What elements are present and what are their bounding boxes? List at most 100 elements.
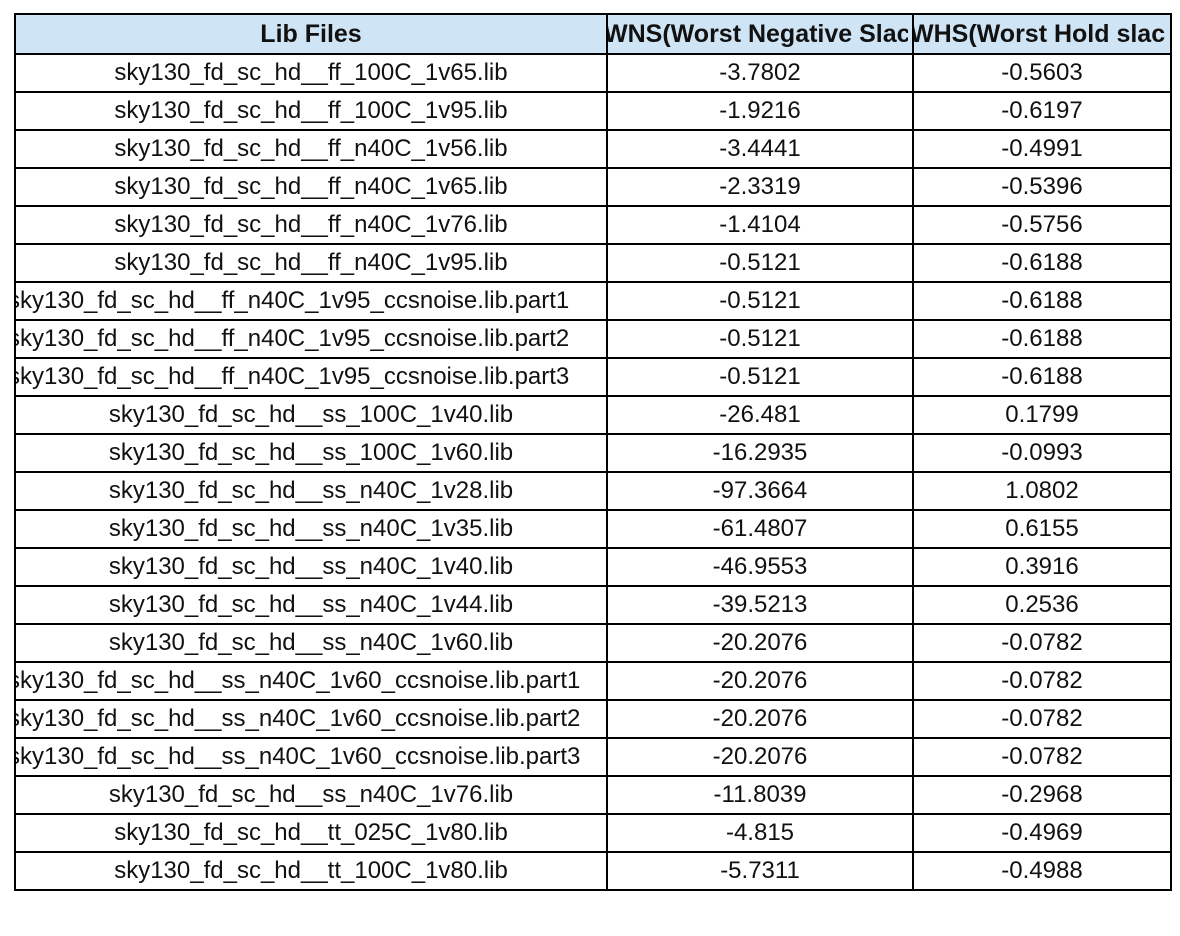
cell-wns-value[interactable]: -4.815 xyxy=(606,813,914,853)
cell-lib-file[interactable]: sky130_fd_sc_hd__ff_n40C_1v95.lib xyxy=(14,243,608,283)
cell-text: -3.7802 xyxy=(719,59,801,86)
cell-wns-value[interactable]: -1.4104 xyxy=(606,205,914,245)
cell-lib-file[interactable]: sky130_fd_sc_hd__ss_n40C_1v44.lib xyxy=(14,585,608,625)
table-row: sky130_fd_sc_hd__tt_025C_1v80.lib -4.815 -… xyxy=(14,813,1172,853)
cell-text: -5.7311 xyxy=(720,857,800,884)
cell-lib-file[interactable]: sky130_fd_sc_hd__ff_n40C_1v56.lib xyxy=(14,129,608,169)
cell-wns-value[interactable]: -5.7311 xyxy=(606,851,914,891)
cell-wns-value[interactable]: -0.5121 xyxy=(606,243,914,283)
cell-lib-file[interactable]: sky130_fd_sc_hd__ss_n40C_1v35.lib xyxy=(14,509,608,549)
cell-lib-file[interactable]: sky130_fd_sc_hd__ss_n40C_1v40.lib xyxy=(14,547,608,587)
table-row: sky130_fd_sc_hd__ss_n40C_1v44.lib -39.521… xyxy=(14,585,1172,625)
cell-text: -0.6188 xyxy=(1001,363,1083,390)
cell-lib-file[interactable]: sky130_fd_sc_hd__ss_n40C_1v28.lib xyxy=(14,471,608,511)
cell-lib-file[interactable]: sky130_fd_sc_hd__ff_100C_1v65.lib xyxy=(14,53,608,93)
cell-text: -0.5121 xyxy=(719,363,801,390)
cell-whs-value[interactable]: -0.5396 xyxy=(912,167,1172,207)
cell-wns-value[interactable]: -2.3319 xyxy=(606,167,914,207)
cell-text: -0.0782 xyxy=(1001,629,1083,656)
cell-whs-value[interactable]: 0.3916 xyxy=(912,547,1172,587)
cell-whs-value[interactable]: -0.4969 xyxy=(912,813,1172,853)
cell-whs-value[interactable]: -0.6197 xyxy=(912,91,1172,131)
cell-whs-value[interactable]: -0.2968 xyxy=(912,775,1172,815)
table-row: sky130_fd_sc_hd__ff_n40C_1v76.lib -1.4104… xyxy=(14,205,1172,245)
cell-text: -0.5121 xyxy=(719,249,801,276)
table-row: sky130_fd_sc_hd__ff_n40C_1v95.lib -0.5121… xyxy=(14,243,1172,283)
cell-wns-value[interactable]: -39.5213 xyxy=(606,585,914,625)
cell-wns-value[interactable]: -26.481 xyxy=(606,395,914,435)
cell-whs-value[interactable]: -0.6188 xyxy=(912,243,1172,283)
cell-text: sky130_fd_sc_hd__ss_n40C_1v35.lib xyxy=(108,515,514,542)
cell-wns-value[interactable]: -20.2076 xyxy=(606,737,914,777)
cell-lib-file[interactable]: sky130_fd_sc_hd__ff_n40C_1v65.lib xyxy=(14,167,608,207)
table-row: sky130_fd_sc_hd__ss_n40C_1v60.lib -20.207… xyxy=(14,623,1172,663)
cell-text: -16.2935 xyxy=(712,439,808,466)
cell-lib-file[interactable]: sky130_fd_sc_hd__ff_n40C_1v76.lib xyxy=(14,205,608,245)
cell-wns-value[interactable]: -46.9553 xyxy=(606,547,914,587)
header-cell-lib-files[interactable]: Lib Files xyxy=(14,13,608,55)
cell-wns-value[interactable]: -20.2076 xyxy=(606,623,914,663)
cell-whs-value[interactable]: -0.0782 xyxy=(912,661,1172,701)
cell-text: -61.4807 xyxy=(712,515,808,542)
cell-lib-file[interactable]: sky130_fd_sc_hd__ff_n40C_1v95_ccsnoise.l… xyxy=(14,281,608,321)
cell-wns-value[interactable]: -20.2076 xyxy=(606,661,914,701)
cell-wns-value[interactable]: -1.9216 xyxy=(606,91,914,131)
cell-whs-value[interactable]: 0.1799 xyxy=(912,395,1172,435)
cell-wns-value[interactable]: -0.5121 xyxy=(606,319,914,359)
cell-wns-value[interactable]: -0.5121 xyxy=(606,281,914,321)
cell-whs-value[interactable]: -0.0782 xyxy=(912,737,1172,777)
cell-text: -0.4969 xyxy=(1001,819,1083,846)
table-row: sky130_fd_sc_hd__ss_n40C_1v35.lib -61.480… xyxy=(14,509,1172,549)
cell-lib-file[interactable]: sky130_fd_sc_hd__ss_n40C_1v60_ccsnoise.l… xyxy=(14,737,608,777)
cell-text: -0.5121 xyxy=(719,287,801,314)
cell-wns-value[interactable]: -61.4807 xyxy=(606,509,914,549)
cell-lib-file[interactable]: sky130_fd_sc_hd__ss_n40C_1v60.lib xyxy=(14,623,608,663)
cell-wns-value[interactable]: -3.4441 xyxy=(606,129,914,169)
table-body: sky130_fd_sc_hd__ff_100C_1v65.lib -3.7802… xyxy=(14,53,1172,891)
cell-lib-file[interactable]: sky130_fd_sc_hd__tt_025C_1v80.lib xyxy=(14,813,608,853)
cell-lib-file[interactable]: sky130_fd_sc_hd__ff_100C_1v95.lib xyxy=(14,91,608,131)
header-cell-wns[interactable]: WNS(Worst Negative Slack) xyxy=(606,13,914,55)
cell-whs-value[interactable]: 1.0802 xyxy=(912,471,1172,511)
cell-whs-value[interactable]: -0.0782 xyxy=(912,623,1172,663)
cell-wns-value[interactable]: -3.7802 xyxy=(606,53,914,93)
cell-whs-value[interactable]: -0.5603 xyxy=(912,53,1172,93)
cell-lib-file[interactable]: sky130_fd_sc_hd__ff_n40C_1v95_ccsnoise.l… xyxy=(14,319,608,359)
cell-text: -0.0782 xyxy=(1001,743,1083,770)
cell-text: -3.4441 xyxy=(719,135,801,162)
cell-text: -0.0993 xyxy=(1001,439,1083,466)
cell-wns-value[interactable]: -97.3664 xyxy=(606,471,914,511)
cell-text: sky130_fd_sc_hd__tt_025C_1v80.lib xyxy=(114,819,508,846)
cell-lib-file[interactable]: sky130_fd_sc_hd__ss_n40C_1v60_ccsnoise.l… xyxy=(14,661,608,701)
cell-text: -0.6188 xyxy=(1001,287,1083,314)
header-label: Lib Files xyxy=(260,20,362,48)
table-row: sky130_fd_sc_hd__ss_100C_1v40.lib -26.481… xyxy=(14,395,1172,435)
cell-lib-file[interactable]: sky130_fd_sc_hd__ss_n40C_1v60_ccsnoise.l… xyxy=(14,699,608,739)
cell-whs-value[interactable]: -0.0993 xyxy=(912,433,1172,473)
cell-whs-value[interactable]: -0.4991 xyxy=(912,129,1172,169)
cell-text: -0.2968 xyxy=(1001,781,1083,808)
cell-whs-value[interactable]: -0.6188 xyxy=(912,281,1172,321)
cell-lib-file[interactable]: sky130_fd_sc_hd__ss_100C_1v60.lib xyxy=(14,433,608,473)
cell-lib-file[interactable]: sky130_fd_sc_hd__ss_n40C_1v76.lib xyxy=(14,775,608,815)
cell-lib-file[interactable]: sky130_fd_sc_hd__ff_n40C_1v95_ccsnoise.l… xyxy=(14,357,608,397)
table-row: sky130_fd_sc_hd__ss_n40C_1v60_ccsnoise.l… xyxy=(14,699,1172,739)
cell-whs-value[interactable]: -0.4988 xyxy=(912,851,1172,891)
cell-text: sky130_fd_sc_hd__ss_n40C_1v40.lib xyxy=(108,553,514,580)
cell-whs-value[interactable]: 0.2536 xyxy=(912,585,1172,625)
cell-wns-value[interactable]: -0.5121 xyxy=(606,357,914,397)
header-cell-whs[interactable]: WHS(Worst Hold slack) xyxy=(912,13,1172,55)
cell-whs-value[interactable]: -0.0782 xyxy=(912,699,1172,739)
cell-wns-value[interactable]: -11.8039 xyxy=(606,775,914,815)
cell-whs-value[interactable]: -0.6188 xyxy=(912,357,1172,397)
cell-wns-value[interactable]: -16.2935 xyxy=(606,433,914,473)
cell-whs-value[interactable]: -0.5756 xyxy=(912,205,1172,245)
cell-text: sky130_fd_sc_hd__ss_n40C_1v60.lib xyxy=(108,629,514,656)
cell-text: -0.6197 xyxy=(1001,97,1083,124)
cell-wns-value[interactable]: -20.2076 xyxy=(606,699,914,739)
cell-whs-value[interactable]: 0.6155 xyxy=(912,509,1172,549)
cell-whs-value[interactable]: -0.6188 xyxy=(912,319,1172,359)
cell-lib-file[interactable]: sky130_fd_sc_hd__ss_100C_1v40.lib xyxy=(14,395,608,435)
cell-lib-file[interactable]: sky130_fd_sc_hd__tt_100C_1v80.lib xyxy=(14,851,608,891)
cell-text: sky130_fd_sc_hd__ss_n40C_1v60_ccsnoise.l… xyxy=(15,743,581,770)
